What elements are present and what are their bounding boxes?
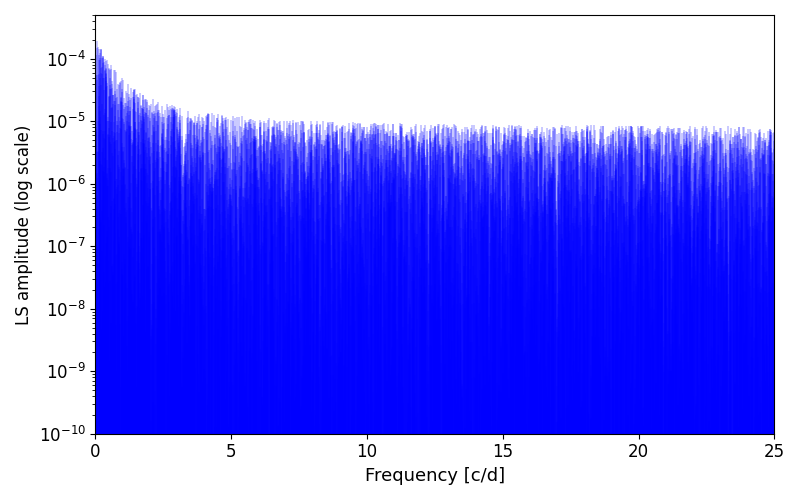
- Y-axis label: LS amplitude (log scale): LS amplitude (log scale): [15, 124, 33, 324]
- X-axis label: Frequency [c/d]: Frequency [c/d]: [365, 467, 505, 485]
